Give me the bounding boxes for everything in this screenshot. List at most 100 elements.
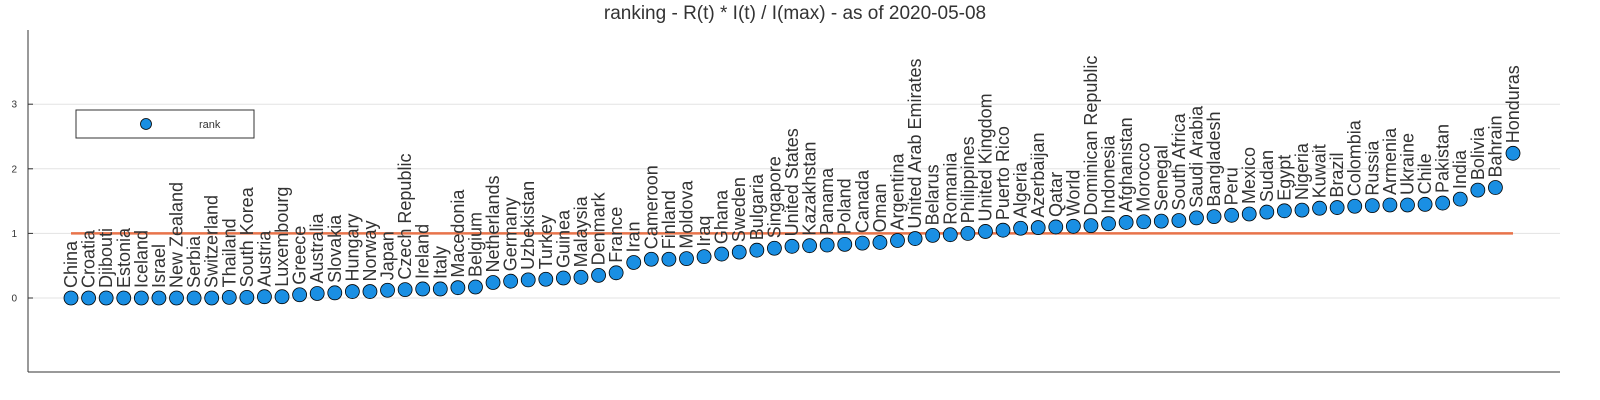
data-point [520, 272, 536, 288]
axes [27, 30, 1560, 373]
data-point [925, 227, 941, 243]
data-point [116, 290, 132, 306]
data-point [98, 290, 114, 306]
category-label: Bangladesh [1204, 112, 1224, 207]
data-point [819, 237, 835, 253]
data-point [978, 224, 993, 239]
category-label: Armenia [1380, 127, 1400, 195]
data-point [731, 244, 747, 260]
data-point [344, 284, 360, 299]
data-point [714, 246, 730, 262]
category-label: Estonia [114, 227, 134, 288]
data-point [1083, 218, 1099, 234]
category-label: Iceland [131, 230, 151, 288]
data-point [960, 225, 976, 241]
category-label: Cameroon [641, 165, 661, 249]
data-point [1435, 195, 1451, 211]
category-label: Germany [501, 197, 521, 271]
data-point [1206, 209, 1222, 225]
category-label: Brazil [1327, 153, 1347, 198]
y-tick-label-1: 1 [11, 229, 17, 240]
data-point [643, 251, 659, 267]
data-point [784, 238, 800, 254]
category-label: Russia [1362, 140, 1382, 196]
category-label: Senegal [1151, 145, 1171, 211]
category-label: Qatar [1046, 172, 1066, 217]
category-label: United Arab Emirates [905, 58, 925, 228]
category-label: Peru [1222, 167, 1242, 205]
category-label: Israel [149, 244, 169, 288]
data-point [661, 251, 677, 267]
legend-marker [140, 118, 152, 130]
category-label: Argentina [888, 152, 908, 230]
data-point [468, 279, 483, 295]
data-point [1364, 198, 1380, 214]
data-point [1030, 220, 1046, 235]
data-point [608, 265, 624, 281]
category-label: Afghanistan [1116, 117, 1136, 212]
category-label: Croatia [79, 229, 99, 288]
category-labels: ChinaCroatiaDjiboutiEstoniaIcelandIsrael… [61, 56, 1523, 288]
category-label: Bolivia [1468, 126, 1488, 180]
category-label: World [1063, 170, 1083, 217]
data-point [432, 281, 448, 297]
data-point [1470, 182, 1486, 198]
category-label: Belarus [923, 164, 943, 225]
category-label: United Kingdom [975, 93, 995, 221]
category-label: Denmark [589, 191, 609, 265]
category-label: Panama [817, 167, 837, 235]
data-point [292, 287, 308, 303]
data-point [415, 281, 431, 297]
category-label: Turkey [536, 215, 556, 269]
y-tick-label-0: 0 [11, 294, 17, 305]
category-label: Kazakhstan [800, 142, 820, 236]
data-point [327, 285, 343, 301]
data-point [1452, 191, 1468, 207]
data-point [309, 286, 325, 301]
data-point [538, 271, 554, 287]
category-label: Azerbaijan [1028, 133, 1048, 218]
data-point [485, 275, 501, 290]
data-point [767, 240, 782, 256]
category-label: South Korea [237, 186, 257, 287]
category-label: Djibouti [96, 228, 116, 288]
category-label: Morocco [1134, 143, 1154, 212]
data-point [1224, 207, 1240, 223]
category-label: Poland [835, 178, 855, 234]
category-label: Macedonia [448, 189, 468, 278]
category-label: Ireland [413, 224, 433, 279]
category-label: Uzbekistan [518, 181, 538, 270]
data-point [1347, 198, 1363, 214]
category-label: Bahrain [1485, 115, 1505, 177]
category-label: Colombia [1345, 119, 1365, 196]
data-point [679, 251, 694, 266]
category-label: Netherlands [483, 175, 503, 272]
data-point [626, 255, 642, 270]
data-point [1101, 216, 1116, 232]
data-point [1171, 213, 1187, 228]
data-point [1013, 220, 1029, 236]
category-label: Hungary [342, 213, 362, 281]
category-label: Ghana [712, 189, 732, 244]
category-label: Moldova [676, 180, 696, 249]
data-point [81, 290, 96, 306]
data-point [1382, 197, 1398, 213]
data-point [854, 235, 870, 251]
category-label: Indonesia [1099, 135, 1119, 214]
category-label: Italy [430, 246, 450, 279]
category-label: Ukraine [1397, 133, 1417, 195]
data-point [1241, 206, 1257, 222]
data-point [1312, 200, 1327, 216]
data-point [380, 282, 395, 298]
legend-label: rank [199, 119, 221, 131]
legend-box [75, 109, 255, 139]
category-label: Dominican Republic [1081, 56, 1101, 216]
data-points [63, 145, 1521, 306]
data-point [1400, 197, 1415, 213]
data-point [186, 290, 202, 306]
data-point [837, 236, 853, 252]
category-label: Puerto Rico [993, 126, 1013, 220]
category-label: France [606, 207, 626, 263]
category-label: Iraq [694, 216, 714, 247]
